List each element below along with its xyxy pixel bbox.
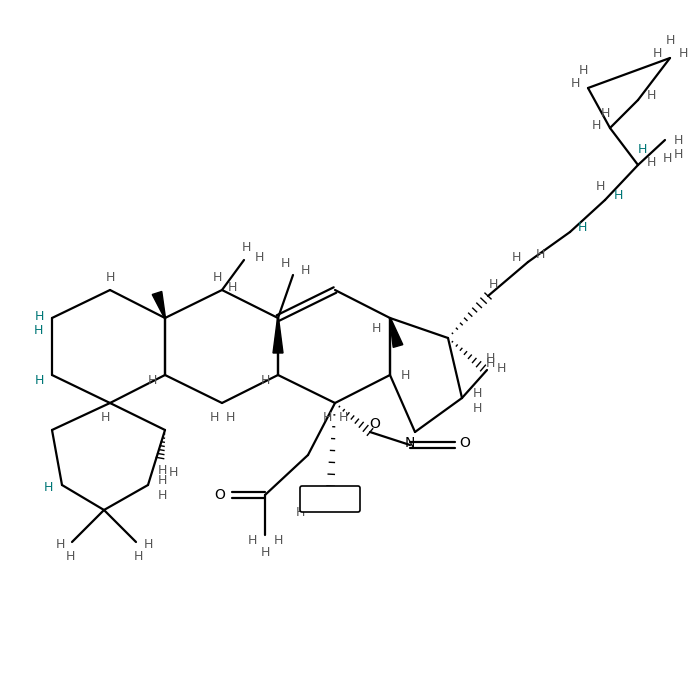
Text: H: H <box>338 411 348 424</box>
Text: O: O <box>459 436 471 450</box>
Text: H: H <box>261 373 270 387</box>
Text: H: H <box>225 411 235 424</box>
Text: H: H <box>646 88 655 101</box>
Text: H: H <box>65 550 74 562</box>
Text: H: H <box>157 489 167 502</box>
Text: H: H <box>578 220 587 234</box>
Text: H: H <box>673 134 682 147</box>
Text: H: H <box>512 251 521 263</box>
Text: H: H <box>662 152 671 165</box>
Text: H: H <box>400 369 409 382</box>
Text: H: H <box>261 546 270 559</box>
Text: H: H <box>591 119 600 132</box>
Text: H: H <box>300 263 310 276</box>
Text: H: H <box>33 324 42 336</box>
Text: H: H <box>209 411 219 424</box>
Text: H: H <box>147 373 156 387</box>
Text: H: H <box>168 466 178 478</box>
Text: H: H <box>489 278 498 291</box>
Polygon shape <box>152 291 165 318</box>
Text: H: H <box>157 464 167 477</box>
Text: H: H <box>56 537 65 551</box>
Text: H: H <box>485 356 495 369</box>
Text: H: H <box>43 480 53 493</box>
Text: H: H <box>133 550 142 562</box>
Polygon shape <box>389 318 403 347</box>
Text: H: H <box>613 189 623 201</box>
Text: H: H <box>653 46 662 59</box>
Text: H: H <box>227 280 237 294</box>
Text: H: H <box>485 351 495 364</box>
Text: H: H <box>596 180 605 192</box>
Text: H: H <box>254 251 263 263</box>
Text: H: H <box>646 156 655 169</box>
Text: H: H <box>100 411 110 424</box>
Text: H: H <box>473 402 482 415</box>
Text: H: H <box>496 362 506 375</box>
Text: H: H <box>673 147 682 161</box>
Text: H: H <box>157 473 167 486</box>
Text: H: H <box>578 63 588 76</box>
Text: H: H <box>600 107 610 119</box>
Text: H: H <box>322 411 332 424</box>
Polygon shape <box>273 318 283 353</box>
Text: H: H <box>665 34 675 46</box>
Text: H: H <box>241 240 251 254</box>
Text: H: H <box>143 537 153 551</box>
Text: H: H <box>106 271 115 283</box>
Text: H: H <box>273 533 283 546</box>
Text: N: N <box>404 436 415 450</box>
FancyBboxPatch shape <box>300 486 360 512</box>
Text: H: H <box>571 76 580 90</box>
Text: H: H <box>247 533 256 546</box>
Text: H: H <box>295 506 304 519</box>
Text: O: O <box>370 417 380 431</box>
Text: H: H <box>280 256 290 269</box>
Text: H: H <box>473 387 482 400</box>
Text: H: H <box>34 373 44 387</box>
Text: O: O <box>215 488 225 502</box>
Text: H: H <box>535 247 545 260</box>
Text: H: H <box>678 46 687 59</box>
Text: H: H <box>637 143 646 156</box>
Text: H: H <box>371 322 381 334</box>
Text: Abs: Abs <box>318 491 341 504</box>
Text: H: H <box>212 271 222 283</box>
Text: H: H <box>34 309 44 322</box>
